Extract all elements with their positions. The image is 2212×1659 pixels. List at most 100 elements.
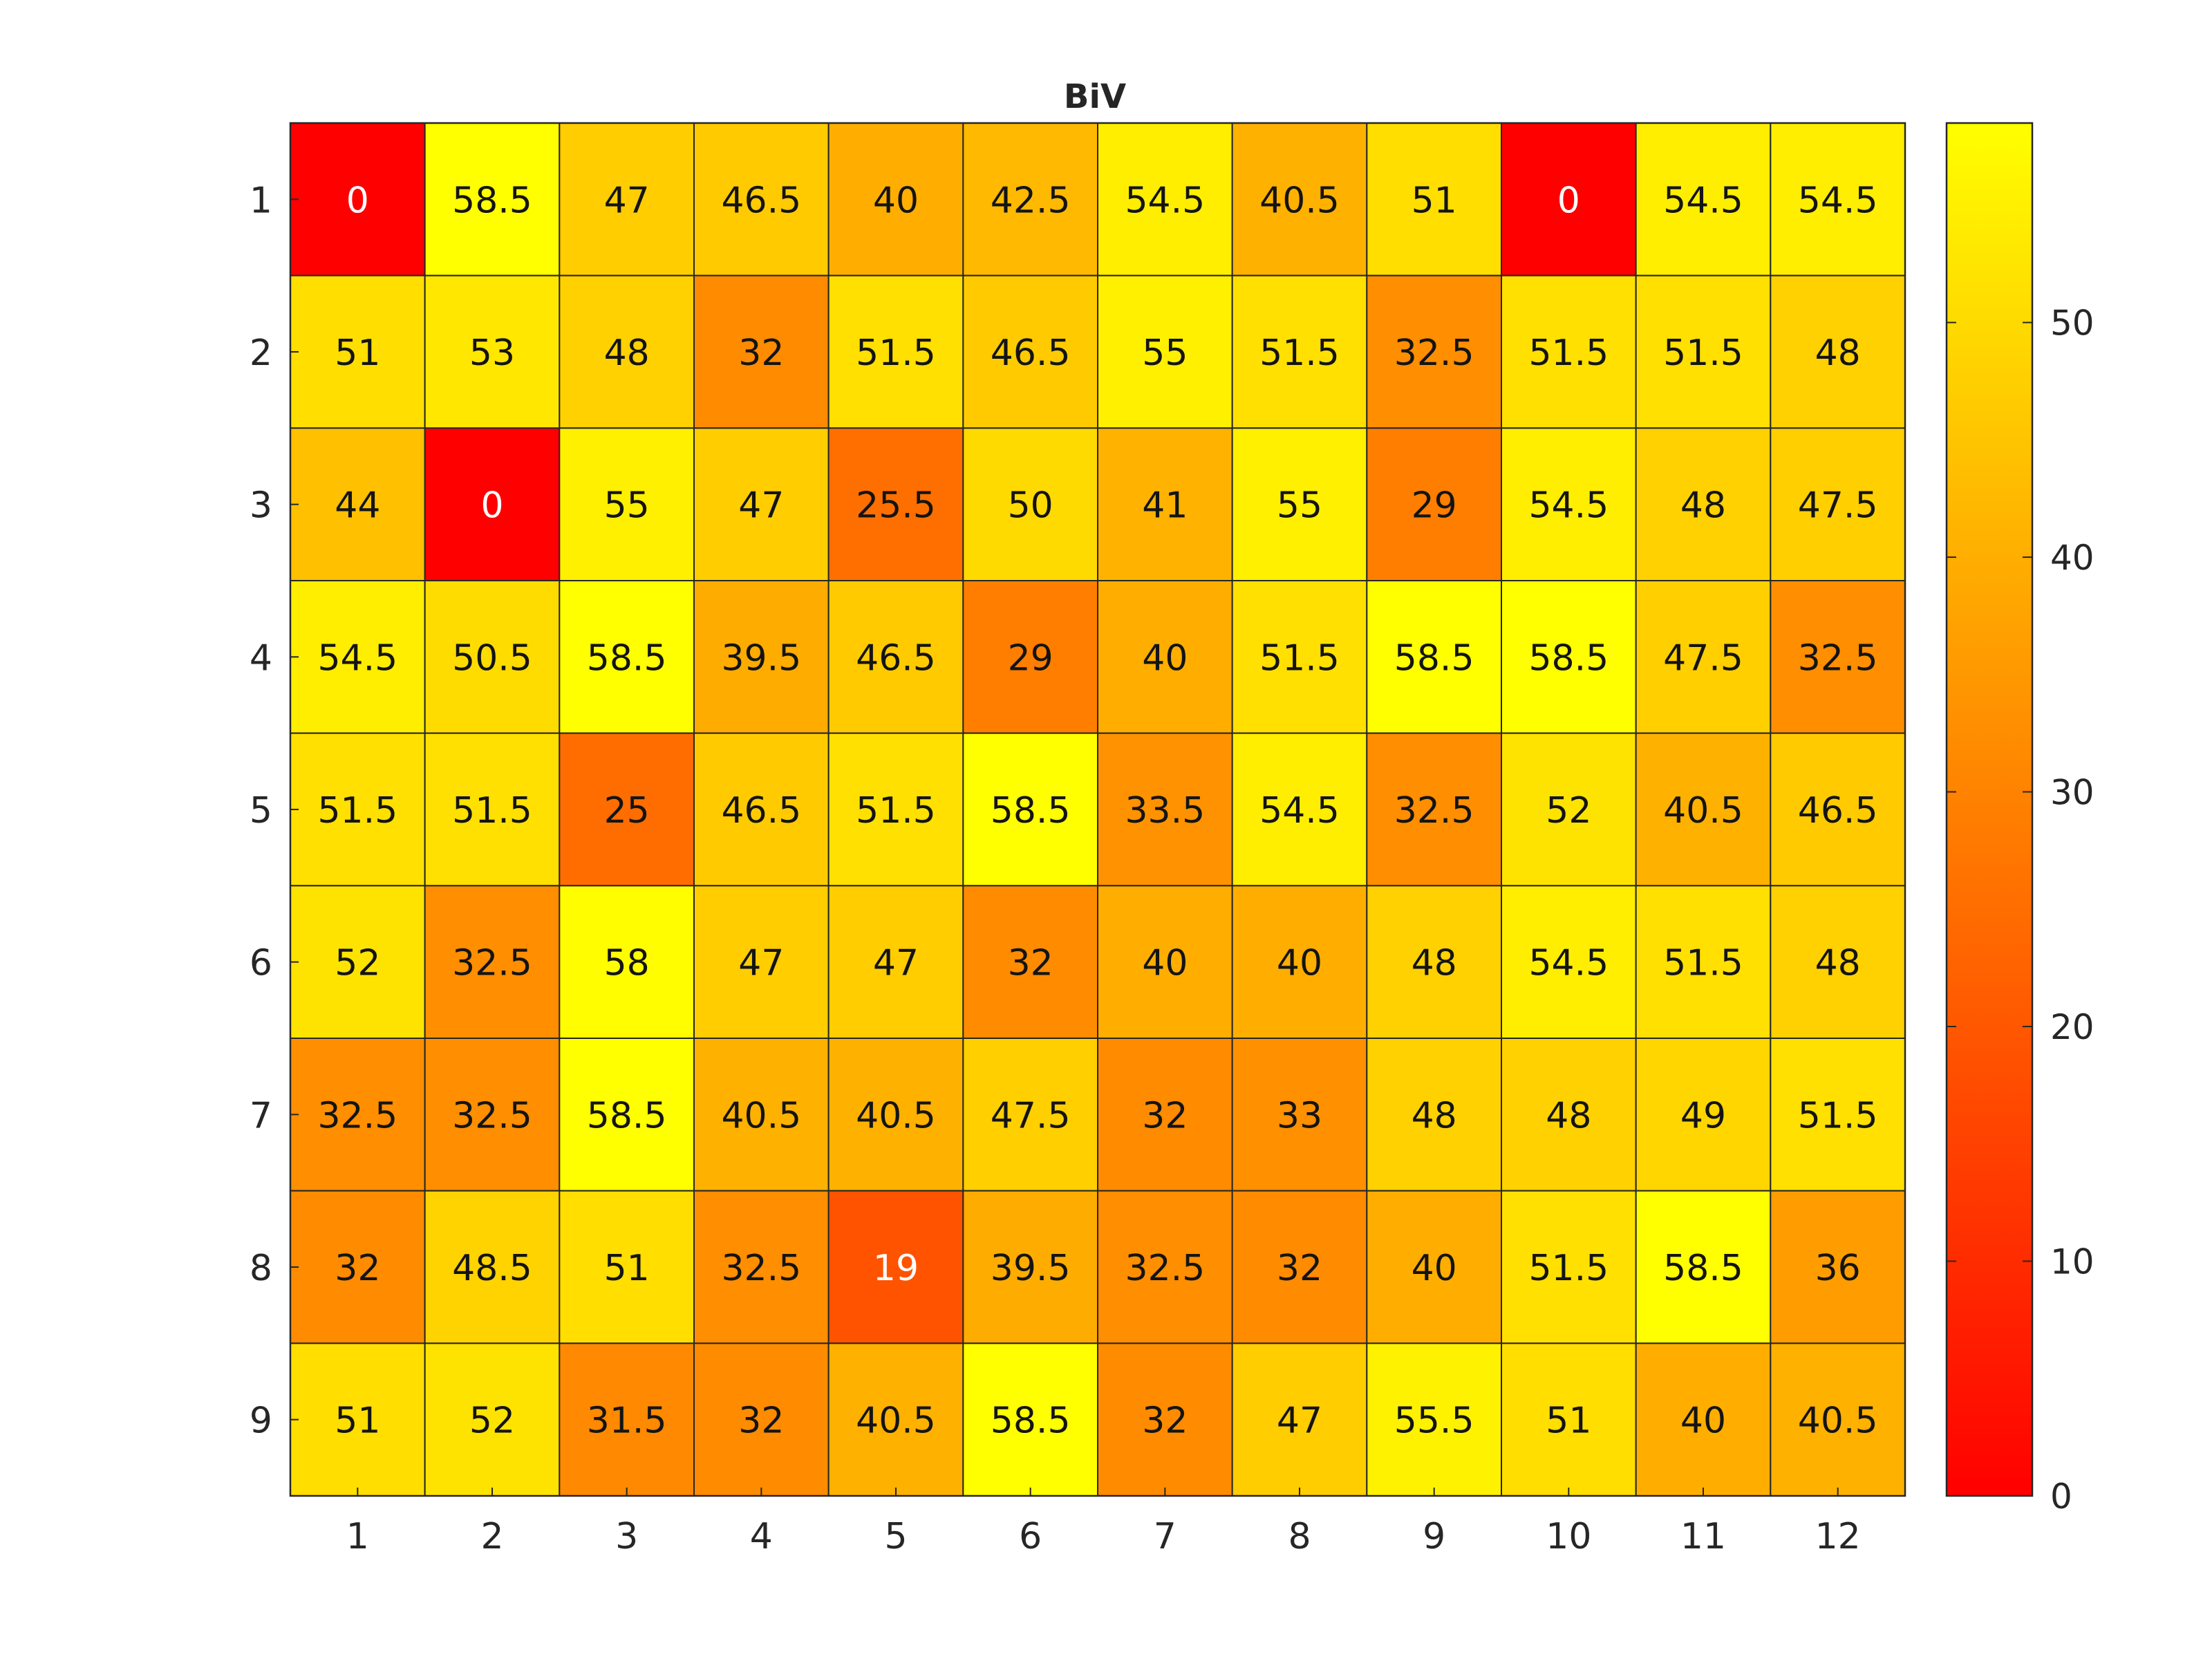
heatmap-cell: [962, 274, 1099, 429]
heatmap-cell: [1635, 427, 1772, 581]
heatmap-cell-label: 32.5: [1798, 637, 1878, 679]
heatmap-cell-label: 51: [604, 1248, 650, 1289]
heatmap-cell: [424, 274, 561, 429]
heatmap-cell: [1501, 1342, 1637, 1497]
heatmap-cell: [1231, 1190, 1368, 1344]
heatmap-cell-label: 54.5: [1125, 180, 1205, 221]
heatmap-cell: [1366, 1342, 1503, 1497]
heatmap-cell: [827, 732, 964, 887]
heatmap-cell: [693, 1342, 830, 1497]
heatmap-cell: [290, 1342, 426, 1497]
heatmap-cell: [1501, 274, 1637, 429]
heatmap-cell-label: 51.5: [1663, 332, 1743, 374]
heatmap-cell-label: 19: [873, 1248, 919, 1289]
heatmap-cell: [1097, 885, 1233, 1040]
heatmap-cell-label: 32: [1277, 1248, 1322, 1289]
heatmap-cell-label: 55: [1142, 332, 1188, 374]
heatmap-cell-label: 32: [1008, 943, 1053, 984]
heatmap-cell: [693, 274, 830, 429]
heatmap-cell-label: 54.5: [1259, 790, 1340, 832]
heatmap-cell-label: 40.5: [1259, 180, 1340, 221]
heatmap-cell: [693, 1190, 830, 1344]
colorbar-tick-label: 0: [2050, 1477, 2072, 1517]
x-tick-label: 10: [1546, 1516, 1591, 1557]
heatmap-cell-label: 47: [738, 943, 784, 984]
colorbar-tick-label: 50: [2050, 303, 2094, 344]
heatmap-cell-label: 46.5: [991, 332, 1071, 374]
heatmap-cell: [1231, 122, 1368, 276]
heatmap-cell-label: 51.5: [1663, 943, 1743, 984]
x-tick-label: 3: [615, 1516, 638, 1557]
heatmap-cell: [1366, 732, 1503, 887]
heatmap-cell: [290, 885, 426, 1040]
heatmap-cell-label: 48: [1815, 332, 1861, 374]
heatmap-cell: [559, 1342, 695, 1497]
heatmap-cell: [1635, 1342, 1772, 1497]
heatmap-cell: [827, 427, 964, 581]
heatmap-cell-label: 44: [335, 485, 380, 527]
heatmap-cell-label: 32.5: [1125, 1248, 1205, 1289]
heatmap-cell-label: 33: [1277, 1095, 1322, 1136]
heatmap-cell-label: 40.5: [856, 1095, 936, 1136]
heatmap-cell: [1097, 1038, 1233, 1192]
heatmap-cell: [1501, 885, 1637, 1040]
heatmap-cell: [290, 580, 426, 734]
heatmap-cell-label: 51: [1546, 1400, 1591, 1442]
heatmap-cell-label: 0: [346, 180, 369, 221]
heatmap-cell-label: 39.5: [991, 1248, 1071, 1289]
heatmap-cell-label: 29: [1412, 485, 1457, 527]
heatmap-cell-label: 51: [335, 332, 380, 374]
heatmap-cell: [1770, 122, 1906, 276]
heatmap-cells: [290, 122, 1906, 1497]
x-tick-label: 11: [1680, 1516, 1726, 1557]
heatmap-cell-label: 51.5: [856, 332, 936, 374]
heatmap-cell: [693, 122, 830, 276]
heatmap-cell-label: 40: [1142, 943, 1188, 984]
heatmap-cell-label: 25: [604, 790, 650, 832]
heatmap-cell: [290, 274, 426, 429]
heatmap-cell-label: 48.5: [452, 1248, 532, 1289]
heatmap-cell-label: 58.5: [452, 180, 532, 221]
heatmap-cell-label: 40: [1680, 1400, 1726, 1442]
heatmap-cell: [1097, 274, 1233, 429]
heatmap-cell-label: 54.5: [317, 637, 397, 679]
colorbar-tick-label: 40: [2050, 538, 2094, 578]
heatmap-cell-label: 47.5: [1663, 637, 1743, 679]
heatmap-cell: [962, 885, 1099, 1040]
heatmap-cell: [290, 122, 426, 276]
heatmap-cell-label: 47: [604, 180, 650, 221]
heatmap-cell-label: 32: [738, 332, 784, 374]
heatmap-cell: [827, 122, 964, 276]
heatmap-cell: [962, 122, 1099, 276]
heatmap-cell: [827, 1190, 964, 1344]
heatmap-cell-label: 58.5: [587, 637, 667, 679]
heatmap-cell-label: 52: [469, 1400, 515, 1442]
heatmap-cell-label: 50.5: [452, 637, 532, 679]
heatmap-cell-label: 29: [1008, 637, 1053, 679]
heatmap-cell: [1635, 274, 1772, 429]
heatmap-cell-label: 54.5: [1663, 180, 1743, 221]
heatmap-cell: [559, 732, 695, 887]
heatmap-cell: [290, 1190, 426, 1344]
x-tick-label: 8: [1288, 1516, 1311, 1557]
heatmap-cell-label: 46.5: [1798, 790, 1878, 832]
heatmap-cell: [693, 885, 830, 1040]
heatmap-cell-label: 54.5: [1798, 180, 1878, 221]
heatmap-cell: [962, 732, 1099, 887]
heatmap-cell: [424, 885, 561, 1040]
heatmap-cell-label: 40: [1277, 943, 1322, 984]
heatmap-cell: [1366, 1038, 1503, 1192]
heatmap-cell-label: 47: [738, 485, 784, 527]
heatmap-cell-label: 51.5: [1528, 332, 1609, 374]
y-tick-label: 7: [250, 1095, 272, 1136]
heatmap-cell: [1231, 274, 1368, 429]
heatmap-cell-label: 0: [1557, 180, 1580, 221]
heatmap-cell-label: 31.5: [587, 1400, 667, 1442]
heatmap-cell-label: 58.5: [1663, 1248, 1743, 1289]
heatmap-cell-label: 51.5: [452, 790, 532, 832]
heatmap-cell-label: 55: [1277, 485, 1322, 527]
colorbar-tick-label: 30: [2050, 773, 2094, 813]
heatmap-cell: [1231, 885, 1368, 1040]
heatmap-cell: [693, 427, 830, 581]
